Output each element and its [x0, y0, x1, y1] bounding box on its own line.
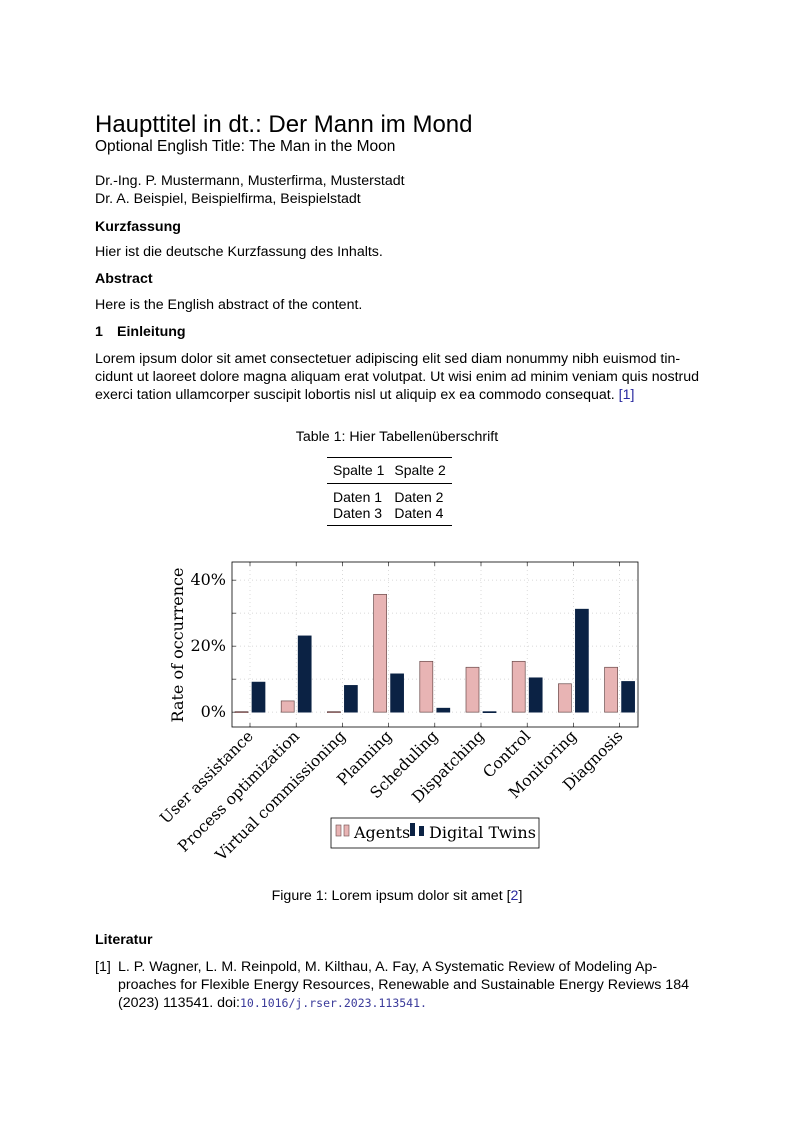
bar-digital-twins: [251, 681, 266, 713]
section-line-3: exerci tation ullamcorper suscipit lobor…: [95, 386, 634, 404]
bar-agents: [373, 593, 387, 713]
reference-label: [1]: [95, 959, 111, 975]
references-heading: Literatur: [95, 932, 153, 948]
section-line-1: Lorem ipsum dolor sit amet consectetuer …: [95, 351, 681, 367]
reference-line-3: (2023) 113541. doi:10.1016/j.rser.2023.1…: [118, 994, 427, 1012]
section-heading: Einleitung: [117, 324, 186, 340]
table-row: Daten 1 Daten 2: [327, 484, 452, 505]
bar-agents: [327, 711, 341, 714]
table-cell: Daten 2: [394, 489, 444, 505]
citation-link-1[interactable]: [1]: [618, 387, 635, 403]
table-row: Daten 3 Daten 4: [327, 505, 452, 526]
table-cell: Daten 4: [394, 505, 444, 521]
chart-grid: [232, 562, 638, 727]
bar-digital-twins: [390, 673, 404, 713]
bar-digital-twins: [436, 707, 451, 713]
reference-end: .: [420, 996, 427, 1010]
bar-agents: [558, 683, 572, 713]
section-line-3-text: exerci tation ullamcorper suscipit lobor…: [95, 387, 619, 403]
y-tick-label: 20%: [190, 636, 226, 655]
reference-line-3-text: (2023) 113541. doi:: [118, 995, 240, 1011]
section-number: 1: [95, 324, 103, 340]
bar-digital-twins: [575, 608, 589, 713]
bar-digital-twins: [344, 685, 358, 713]
bar-digital-twins: [621, 681, 635, 713]
figure-caption: Figure 1: Lorem ipsum dolor sit amet [2]: [271, 888, 523, 904]
legend-box: [330, 817, 540, 849]
bar-digital-twins: [528, 677, 543, 713]
page-title: Haupttitel in dt.: Der Mann im Mond: [95, 111, 473, 138]
abstract-heading: Abstract: [95, 271, 153, 287]
table-header: Spalte 2: [394, 462, 446, 478]
table-header: Spalte 1: [333, 462, 385, 478]
legend-swatch-agents: [343, 824, 350, 837]
table-header-row: Spalte 1 Spalte 2: [327, 458, 452, 484]
table-cell: Daten 1: [333, 489, 383, 505]
legend-swatch-digital-twins: [419, 826, 424, 836]
legend-swatch-agents: [335, 824, 342, 837]
figure-caption-text: Figure 1: Lorem ipsum dolor sit amet: [271, 888, 507, 904]
legend-swatch-digital-twins: [410, 823, 415, 836]
citation-link-2[interactable]: 2: [510, 888, 519, 904]
plot-area: [231, 561, 639, 728]
bar-agents: [511, 660, 526, 713]
table-caption: Table 1: Hier Tabellenüberschrift: [295, 429, 499, 445]
y-axis-label: Rate of occurrence: [168, 568, 187, 723]
author-1: Dr.-Ing. P. Mustermann, Musterfirma, Mus…: [95, 173, 405, 189]
table-cell: Daten 3: [333, 505, 383, 521]
y-tick-label: 0%: [201, 702, 226, 721]
y-tick-label: 40%: [190, 570, 226, 589]
bar-agents: [280, 700, 295, 713]
bar-agents: [465, 666, 480, 713]
author-2: Dr. A. Beispiel, Beispielfirma, Beispiel…: [95, 191, 361, 207]
page-subtitle: Optional English Title: The Man in the M…: [95, 138, 396, 155]
legend-label-digital-twins: Digital Twins: [429, 823, 536, 842]
bar-digital-twins: [297, 635, 312, 713]
reference-line-2: proaches for Flexible Energy Resources, …: [118, 977, 689, 993]
doi-link[interactable]: 10.1016/j.rser.2023.113541: [240, 996, 421, 1010]
bar-agents: [234, 711, 249, 714]
bar-digital-twins: [482, 711, 497, 714]
kurzfassung-heading: Kurzfassung: [95, 219, 181, 235]
legend: Agents Digital Twins: [330, 817, 540, 849]
legend-label-agents: Agents: [353, 823, 410, 842]
kurzfassung-text: Hier ist die deutsche Kurzfassung des In…: [95, 244, 383, 260]
abstract-text: Here is the English abstract of the cont…: [95, 297, 363, 313]
bar-agents: [419, 660, 434, 713]
bar-agents: [604, 666, 618, 713]
section-line-2: cidunt ut laoreet dolore magna aliquam e…: [95, 369, 700, 385]
reference-line-1: L. P. Wagner, L. M. Reinpold, M. Kilthau…: [118, 959, 658, 975]
